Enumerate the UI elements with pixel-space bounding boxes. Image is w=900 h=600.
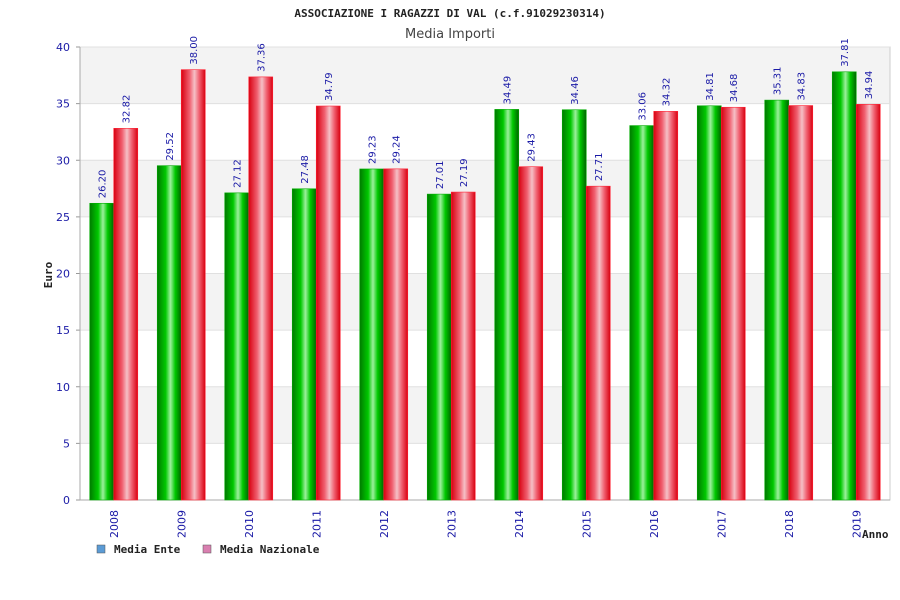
bar-media-ente: [89, 202, 115, 501]
legend-label-media-ente: Media Ente: [114, 543, 181, 556]
x-tick-label: 2018: [783, 510, 796, 538]
bar-media-ente: [561, 109, 587, 501]
y-axis-label: Euro: [42, 261, 55, 288]
x-tick-label: 2013: [445, 510, 458, 538]
bar-media-nazionale: [518, 166, 544, 501]
x-axis-ticks: 2008 2009 2010 2011 2012 2013 2014 2015 2016 2017…: [108, 510, 864, 538]
bar-media-ente: [696, 105, 722, 501]
legend-swatch-media-nazionale: [202, 544, 212, 554]
plot-band: [80, 386, 890, 444]
data-label: 32.82: [122, 95, 133, 124]
data-label: 35.31: [773, 66, 784, 95]
data-label: 26.20: [98, 170, 109, 199]
data-label: 34.49: [503, 76, 514, 105]
legend: Media Ente Media Nazionale: [96, 543, 320, 556]
data-label: 27.19: [459, 158, 470, 187]
data-label: 29.43: [527, 133, 538, 162]
bar-media-ente: [291, 188, 317, 501]
data-label: 27.48: [300, 155, 311, 184]
data-label: 29.23: [368, 135, 379, 164]
plot-band: [80, 47, 890, 104]
data-label: 34.83: [797, 72, 808, 101]
data-label: 27.12: [233, 159, 244, 188]
x-tick-label: 2010: [243, 510, 256, 538]
bar-media-ente: [156, 165, 182, 501]
gridlines: [76, 46, 890, 501]
plot-band: [80, 273, 890, 331]
x-tick-label: 2019: [850, 510, 863, 538]
x-tick-label: 2015: [580, 510, 593, 538]
data-label: 34.68: [729, 74, 740, 103]
data-label: 34.79: [324, 72, 335, 101]
x-tick-label: 2017: [715, 510, 728, 538]
bar-media-nazionale: [450, 191, 476, 501]
y-tick-label: 20: [56, 268, 70, 281]
bar-media-ente: [359, 168, 385, 501]
data-label: 27.01: [435, 160, 446, 189]
bar-media-ente: [426, 193, 452, 501]
y-tick-label: 10: [56, 381, 70, 394]
y-tick-label: 30: [56, 154, 70, 167]
bar-media-nazionale: [315, 105, 341, 501]
data-label: 27.71: [594, 153, 605, 182]
y-tick-label: 15: [56, 324, 70, 337]
bar-media-nazionale: [855, 104, 881, 501]
bar-media-nazionale: [653, 111, 679, 501]
bar-media-ente: [831, 71, 857, 501]
bars-group: [89, 69, 881, 501]
bar-media-nazionale: [720, 106, 746, 501]
y-tick-label: 40: [56, 41, 70, 54]
data-label: 34.32: [662, 78, 673, 107]
data-label: 37.81: [840, 38, 851, 67]
x-tick-label: 2012: [378, 510, 391, 538]
plot-band: [80, 160, 890, 217]
x-tick-label: 2011: [310, 510, 323, 538]
data-label: 29.24: [392, 135, 403, 164]
bar-media-nazionale: [585, 185, 611, 501]
legend-swatch-media-ente: [96, 544, 106, 554]
x-tick-label: 2008: [108, 510, 121, 538]
data-label: 34.94: [864, 71, 875, 100]
bar-media-nazionale: [180, 69, 206, 501]
data-label: 37.36: [257, 43, 268, 72]
y-tick-label: 35: [56, 98, 70, 111]
bar-media-ente: [224, 192, 250, 501]
bar-media-nazionale: [788, 105, 814, 501]
x-tick-label: 2016: [648, 510, 661, 538]
chart-subtitle: Media Importi: [405, 27, 495, 42]
x-tick-label: 2009: [175, 510, 188, 538]
bar-media-nazionale: [383, 168, 409, 501]
data-label: 34.46: [570, 76, 581, 105]
data-label: 29.52: [165, 132, 176, 161]
x-axis-label: Anno: [862, 528, 889, 541]
data-labels-group: 26.20 32.82 29.52 38.00 27.12 37.36 27.48 34.79…: [98, 36, 876, 198]
bar-media-ente: [494, 109, 520, 501]
bar-media-ente: [629, 125, 655, 501]
bar-media-ente: [764, 99, 790, 501]
data-label: 33.06: [638, 92, 649, 121]
y-tick-label: 25: [56, 211, 70, 224]
bar-media-nazionale: [248, 76, 274, 501]
y-tick-label: 5: [63, 437, 70, 450]
legend-label-media-nazionale: Media Nazionale: [220, 543, 320, 556]
data-label: 38.00: [189, 36, 200, 65]
x-tick-label: 2014: [513, 510, 526, 538]
data-label: 34.81: [705, 72, 716, 101]
chart-title: ASSOCIAZIONE I RAGAZZI DI VAL (c.f.91029…: [294, 7, 605, 20]
y-axis-ticks: 0 5 10 15 20 25 30 35 40: [56, 41, 70, 507]
bar-media-nazionale: [113, 128, 139, 501]
y-tick-label: 0: [63, 494, 70, 507]
